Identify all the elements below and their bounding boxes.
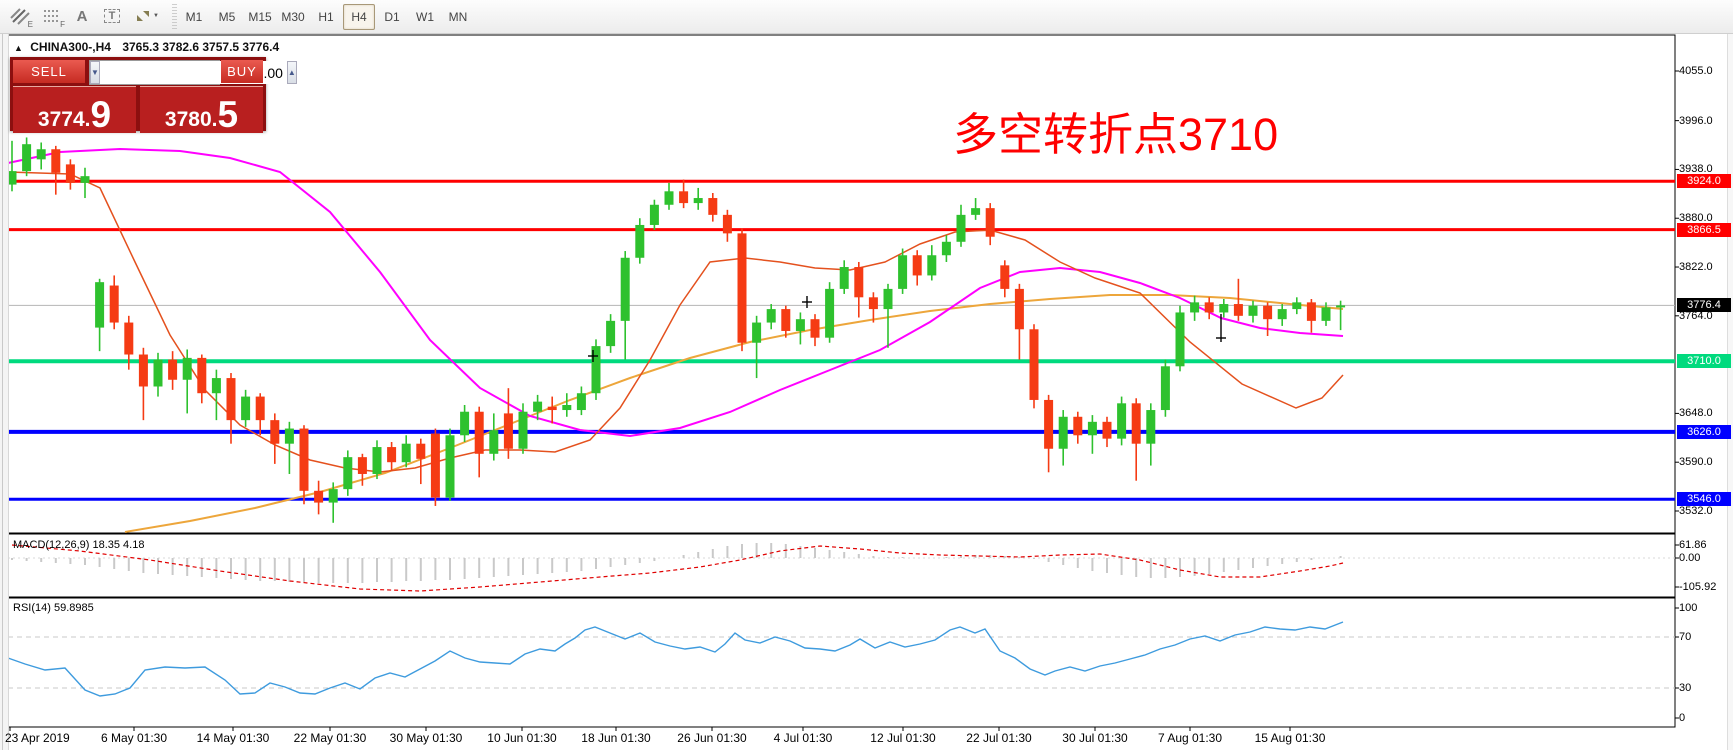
rsi-axis-tick: 100 (1679, 602, 1698, 614)
rsi-indicator-label: RSI(14) 59.8985 (13, 602, 94, 614)
time-axis-label: 23 Apr 2019 (5, 731, 70, 745)
time-axis-label: 4 Jul 01:30 (773, 731, 833, 745)
fibonacci-grid-icon[interactable]: F (38, 3, 66, 29)
macd-indicator-label: MACD(12,26,9) 18.35 4.18 (13, 539, 145, 551)
time-axis-label: 14 May 01:30 (196, 731, 270, 745)
sell-button[interactable]: SELL (13, 60, 85, 83)
rsi-axis-tick: 70 (1679, 631, 1692, 643)
time-axis-label: 7 Aug 01:30 (1157, 731, 1223, 745)
dropdown-caret-icon: ▼ (153, 13, 159, 19)
current-price-tag: 3776.4 (1677, 298, 1731, 313)
price-axis-tick: 3880.0 (1679, 212, 1713, 225)
cursor-arrows-glyph (137, 11, 150, 21)
sell-price-main: 3774 (37, 108, 85, 131)
timeframe-button-m15[interactable]: M15 (248, 10, 272, 24)
timeframe-button-h4[interactable]: H4 (343, 4, 375, 30)
time-axis-label: 12 Jul 01:30 (870, 731, 936, 745)
time-axis-label: 22 May 01:30 (293, 731, 367, 745)
macd-axis-tick: 0.00 (1679, 552, 1701, 564)
level-price-tag: 3626.0 (1677, 424, 1731, 439)
rsi-axis-tick: 30 (1679, 682, 1692, 694)
text-icon[interactable]: A (76, 7, 88, 25)
timeframe-button-mn[interactable]: MN (448, 10, 468, 24)
timeframe-button-m30[interactable]: M30 (281, 10, 305, 24)
timeframe-button-d1[interactable]: D1 (384, 10, 400, 24)
time-axis-label: 26 Jun 01:30 (677, 731, 747, 745)
symbol-title: CHINA300-,H4 (30, 40, 111, 54)
level-price-tag: 3924.0 (1677, 174, 1731, 189)
time-axis-label: 18 Jun 01:30 (581, 731, 651, 745)
time-axis-label: 6 May 01:30 (100, 731, 168, 745)
buy-button[interactable]: BUY (221, 60, 263, 83)
icon-sub-label: F (60, 20, 65, 29)
sell-price-display[interactable]: 3774 . 9 (13, 86, 136, 133)
icon-sub-label: E (27, 20, 33, 29)
volume-increment-button[interactable]: ▲ (286, 61, 297, 84)
time-axis-label: 22 Jul 01:30 (966, 731, 1032, 745)
timeframe-button-h1[interactable]: H1 (318, 10, 334, 24)
level-price-tag: 3546.0 (1677, 492, 1731, 507)
chart-annotation-text: 多空转折点3710 (953, 109, 1279, 160)
price-axis-tick: 3532.0 (1679, 504, 1713, 517)
time-axis-label: 10 Jun 01:30 (487, 731, 557, 745)
buy-price-display[interactable]: 3780 . 5 (140, 86, 263, 133)
time-axis-label: 30 Jul 01:30 (1062, 731, 1128, 745)
timeframe-button-m1[interactable]: M1 (185, 10, 203, 24)
symbol-ohlc-values: 3765.3 3782.6 3757.5 3776.4 (122, 40, 280, 54)
rsi-axis-tick: 0 (1679, 712, 1686, 724)
price-axis-tick: 3648.0 (1679, 407, 1713, 420)
volume-decrement-button[interactable]: ▼ (90, 61, 100, 84)
one-click-trading-panel: SELL ▼ ▲ BUY 3774 . 9 3780 . 5 (10, 57, 297, 133)
macd-axis-tick: -105.92 (1679, 581, 1717, 593)
volume-spinner: ▼ ▲ (89, 60, 297, 85)
main-toolbar: E F A T ▼ M1 M5 M15 M30 H1 H4 D1 W1 MN (0, 0, 1733, 34)
time-axis-label: 30 May 01:30 (389, 731, 463, 745)
buy-price-main: 3780 (164, 108, 212, 131)
price-axis-tick: 3764.0 (1679, 309, 1713, 322)
level-price-tag: 3710.0 (1677, 354, 1731, 369)
collapse-arrow-icon[interactable]: ▲ (14, 43, 23, 53)
window-left-edge (0, 33, 9, 750)
symbol-header: ▲ CHINA300-,H4 3765.3 3782.6 3757.5 3776… (14, 40, 279, 54)
fibonacci-grid-glyph (44, 10, 60, 22)
macd-axis-tick: 61.86 (1679, 539, 1707, 551)
toolbar-separator (172, 4, 177, 29)
level-price-tag: 3866.5 (1677, 222, 1731, 237)
timeframe-button-m5[interactable]: M5 (218, 10, 236, 24)
draw-lines-icon[interactable]: E (6, 3, 34, 29)
time-axis-label: 15 Aug 01:30 (1254, 731, 1326, 745)
sell-price-sep: . (84, 108, 91, 131)
sell-price-big-digit: 9 (90, 94, 112, 136)
buy-price-sep: . (211, 108, 218, 131)
price-axis-tick: 4055.0 (1679, 65, 1713, 77)
price-axis-tick: 3590.0 (1679, 456, 1713, 469)
price-axis-tick: 3938.0 (1679, 163, 1713, 176)
label-icon[interactable]: T (98, 3, 126, 29)
draw-lines-glyph (10, 8, 30, 25)
timeframe-button-w1[interactable]: W1 (416, 10, 434, 24)
price-axis-tick: 3996.0 (1679, 114, 1713, 127)
window-right-edge (1727, 33, 1733, 750)
price-axis-tick: 3822.0 (1679, 261, 1713, 274)
buy-price-big-digit: 5 (217, 94, 239, 136)
label-icon-glyph: T (103, 9, 121, 23)
cursor-mode-icon[interactable]: ▼ (128, 3, 164, 29)
